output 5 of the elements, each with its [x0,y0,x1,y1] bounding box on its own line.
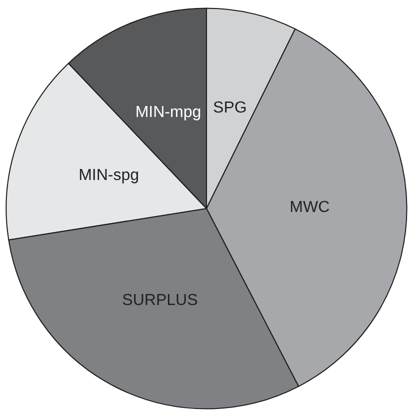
slice-label: MIN-spg [78,166,140,184]
slice-label: SPG [213,100,247,117]
slice-label: MWC [290,199,330,216]
slice-label: SURPLUS [122,292,198,310]
slice-label: MIN-mpg [135,104,202,122]
